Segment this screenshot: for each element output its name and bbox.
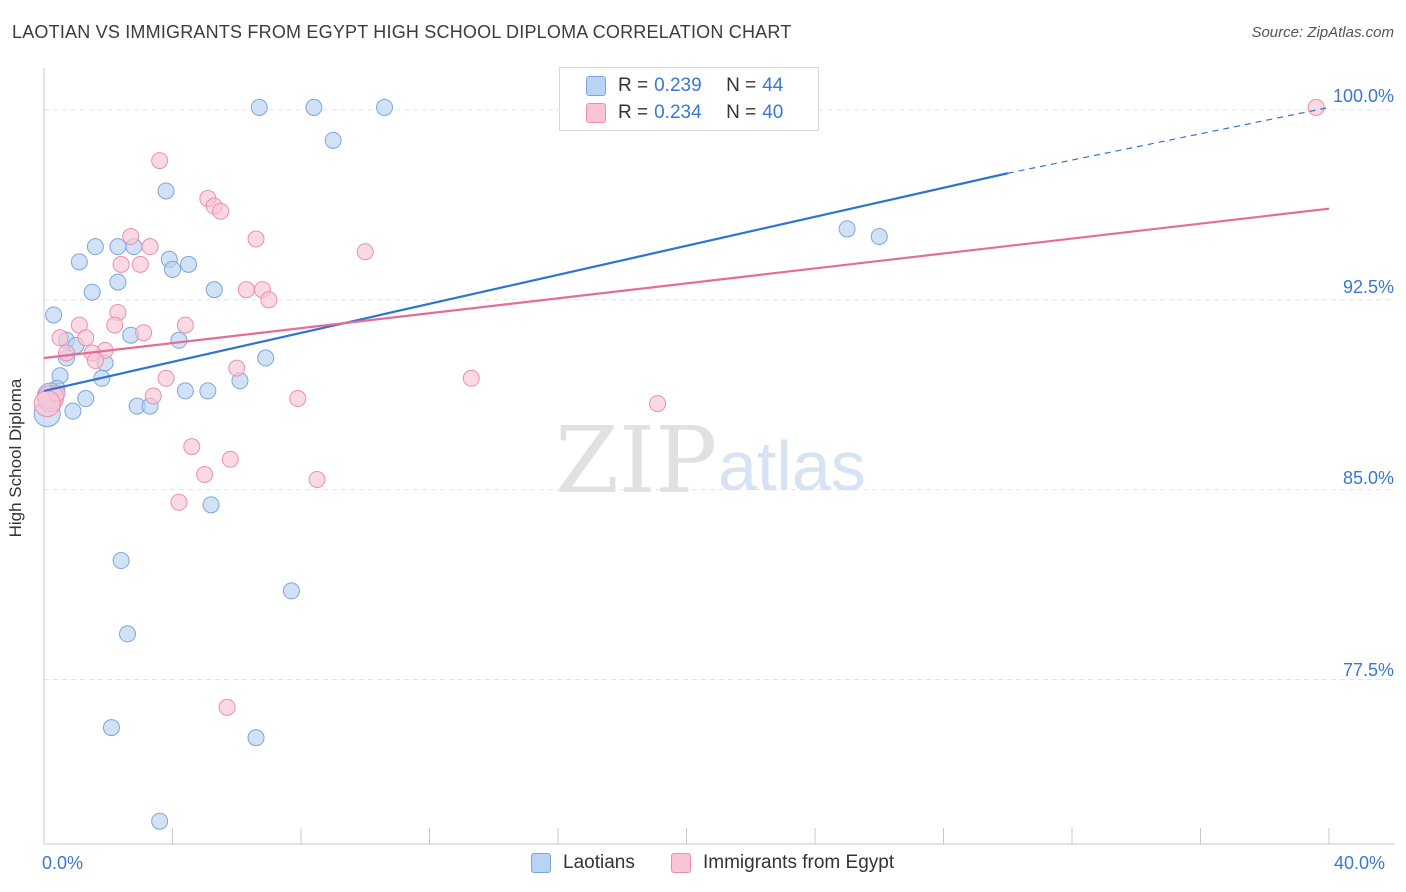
chart-title: LAOTIAN VS IMMIGRANTS FROM EGYPT HIGH SC… xyxy=(12,22,792,42)
laotian-point xyxy=(250,98,268,116)
y-tick-label-85: 85.0% xyxy=(1342,468,1394,488)
laotian-point xyxy=(180,255,198,273)
laotian-point xyxy=(102,719,120,737)
y-axis-label: High School Diploma xyxy=(6,378,25,538)
laotian-point xyxy=(305,98,323,116)
legend-n-label: N = xyxy=(726,102,757,123)
laotian-point xyxy=(157,182,175,200)
egypt-legend-label: Immigrants from Egypt xyxy=(703,852,895,873)
laotian-point xyxy=(83,283,101,301)
laotian-point xyxy=(870,228,888,246)
egypt-point xyxy=(183,438,201,456)
laotian-point xyxy=(70,253,88,271)
legend-r-label: R = xyxy=(618,102,649,123)
egypt-point xyxy=(237,281,255,299)
legend-n-value: 40 xyxy=(762,102,784,123)
laotian-point xyxy=(77,390,95,408)
laotian-point xyxy=(86,238,104,256)
watermark-zip: ZIP xyxy=(555,407,717,514)
laotian-point xyxy=(205,281,223,299)
laotian-trend-line xyxy=(43,172,1008,392)
egypt-point xyxy=(131,255,149,273)
watermark-atlas: atlas xyxy=(718,427,866,505)
laotian-point xyxy=(199,382,217,400)
egypt-point xyxy=(170,493,188,511)
laotian-point xyxy=(176,382,194,400)
x-tick-label-min: 0.0% xyxy=(42,853,84,873)
egypt-point xyxy=(221,450,239,468)
laotian-point xyxy=(257,349,275,367)
laotian-point xyxy=(164,260,181,278)
series-legend-laotians[interactable]: Laotians xyxy=(531,852,635,874)
egypt-point xyxy=(462,369,480,387)
egypt-point xyxy=(51,329,69,347)
egypt-point xyxy=(57,344,75,362)
egypt-point xyxy=(122,228,140,246)
laotian-point xyxy=(64,402,82,420)
egypt-point xyxy=(289,390,307,408)
egypt-point xyxy=(228,359,246,377)
legend-r-value: 0.239 xyxy=(654,75,702,96)
laotians-swatch xyxy=(586,76,606,96)
egypt-legend-swatch xyxy=(671,853,691,873)
egypt-point xyxy=(112,255,130,273)
legend-n-label: N = xyxy=(726,75,757,96)
laotian-point xyxy=(112,552,130,570)
y-tick-label-92-5: 92.5% xyxy=(1342,277,1394,297)
legend-n-value: 44 xyxy=(762,75,784,96)
egypt-point xyxy=(135,324,153,342)
laotian-point xyxy=(170,331,188,349)
legend-row-laotians: R = 0.239 N = 44 xyxy=(586,74,783,98)
laotian-point xyxy=(376,98,394,116)
y-tick-label-100: 100.0% xyxy=(1332,86,1394,106)
egypt-swatch xyxy=(586,103,606,123)
laotian-point xyxy=(247,729,265,747)
egypt-point xyxy=(77,329,95,347)
series-legend-egypt[interactable]: Immigrants from Egypt xyxy=(671,852,894,874)
laotian-point xyxy=(838,220,856,238)
egypt-point xyxy=(649,395,667,413)
laotians-legend-swatch xyxy=(531,853,551,873)
laotian-point xyxy=(324,131,342,149)
x-tick-label-max: 40.0% xyxy=(1334,853,1386,873)
laotian-trend-extension xyxy=(1007,106,1330,174)
laotian-point xyxy=(109,238,127,256)
series-legend: Laotians Immigrants from Egypt xyxy=(0,852,1406,878)
egypt-point xyxy=(218,698,236,716)
egypt-point xyxy=(176,316,194,334)
egypt-point xyxy=(33,390,61,418)
egypt-point xyxy=(308,471,326,489)
egypt-point xyxy=(141,238,159,256)
egypt-point xyxy=(151,152,169,170)
egypt-trend-line xyxy=(43,207,1330,360)
egypt-point xyxy=(212,202,230,220)
source-label: Source: ZipAtlas.com xyxy=(1251,24,1394,41)
laotians-legend-label: Laotians xyxy=(563,852,635,873)
legend-r-label: R = xyxy=(618,75,649,96)
grid-layer xyxy=(44,109,1395,680)
egypt-point xyxy=(86,352,104,370)
laotian-point xyxy=(202,496,220,514)
laotian-point xyxy=(282,582,300,600)
watermark: ZIP atlas xyxy=(555,407,866,514)
laotian-point xyxy=(119,625,137,643)
trend-layer xyxy=(43,106,1330,392)
egypt-point xyxy=(144,387,162,405)
laotian-point xyxy=(151,812,169,830)
y-tick-label-77-5: 77.5% xyxy=(1342,660,1394,680)
laotian-point xyxy=(45,306,63,324)
egypt-point xyxy=(157,369,175,387)
axis-layer xyxy=(43,68,1395,845)
laotian-point xyxy=(109,273,127,291)
egypt-point xyxy=(260,291,278,309)
legend-row-egypt: R = 0.234 N = 40 xyxy=(586,101,783,125)
egypt-point xyxy=(196,465,214,483)
egypt-point xyxy=(356,243,374,261)
legend-r-value: 0.234 xyxy=(654,102,702,123)
egypt-point xyxy=(247,230,265,248)
points-layer xyxy=(33,98,1325,830)
egypt-point xyxy=(106,316,124,334)
correlation-legend: R = 0.239 N = 44 R = 0.234 N = 40 xyxy=(559,67,819,131)
